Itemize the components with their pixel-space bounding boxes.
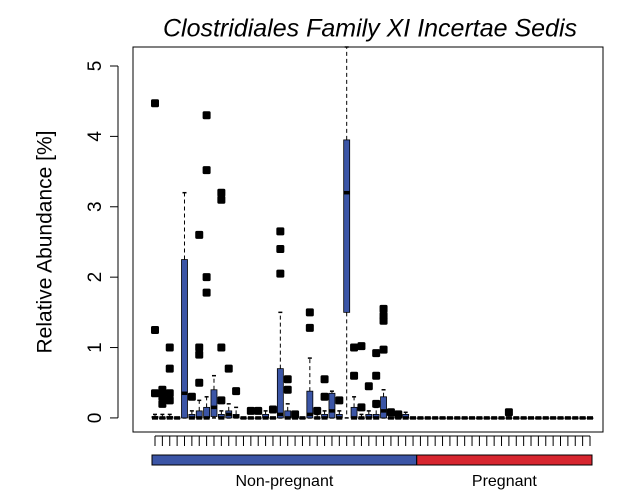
box (276, 368, 284, 419)
outlier (372, 371, 381, 380)
outlier (217, 188, 226, 197)
outlier (165, 389, 174, 398)
outlier (151, 325, 159, 334)
outlier (379, 316, 388, 325)
outlier (283, 385, 292, 394)
outlier (151, 389, 159, 398)
outlier (364, 382, 373, 391)
outlier (165, 396, 174, 405)
y-tick-label: 0 (85, 413, 106, 424)
y-tick-label: 4 (85, 131, 106, 142)
outlier (350, 371, 359, 380)
outlier (379, 304, 388, 313)
y-tick-label: 1 (85, 342, 106, 353)
outlier (165, 343, 174, 352)
outlier (394, 410, 403, 419)
outlier (276, 227, 285, 236)
outlier (335, 396, 344, 405)
outlier (195, 343, 204, 352)
outlier (217, 343, 226, 352)
outlier (195, 350, 204, 359)
outlier (195, 378, 204, 387)
box (380, 396, 387, 419)
outlier (187, 392, 196, 401)
outlier (232, 387, 241, 396)
y-tick-label: 3 (85, 201, 106, 212)
outlier (276, 245, 285, 254)
outlier (320, 392, 329, 401)
box (181, 259, 188, 419)
outlier (504, 408, 513, 417)
outlier (246, 406, 255, 415)
outlier (158, 399, 167, 408)
y-axis-label: Relative Abundance [%] (34, 131, 57, 354)
outlier (291, 410, 300, 419)
outlier (224, 364, 233, 373)
y-tick-label: 2 (85, 272, 106, 283)
group-label: Pregnant (472, 473, 537, 490)
outlier (372, 349, 381, 358)
box (328, 392, 336, 419)
outlier (202, 273, 211, 282)
y-tick-label: 5 (85, 61, 106, 72)
outlier (268, 405, 277, 414)
outlier (350, 343, 359, 352)
outlier (379, 345, 388, 354)
outlier (386, 408, 395, 417)
outlier (357, 342, 366, 351)
outlier (357, 403, 366, 412)
outlier (276, 269, 285, 278)
outlier (305, 323, 314, 332)
chart-title: Clostridiales Family XI Incertae Sedis (163, 15, 577, 43)
box (343, 139, 351, 313)
group-band (416, 454, 593, 466)
outlier (283, 375, 292, 384)
outlier (165, 364, 174, 373)
outlier (158, 385, 167, 394)
outlier (217, 195, 226, 204)
outlier (151, 99, 159, 108)
outlier (202, 111, 211, 120)
outlier (202, 166, 211, 175)
outlier (217, 396, 226, 405)
outlier (320, 375, 329, 384)
outlier (202, 288, 211, 297)
outlier (195, 230, 204, 239)
group-label: Non-pregnant (235, 473, 333, 490)
outlier (313, 406, 322, 415)
outlier (158, 392, 167, 401)
outlier (305, 308, 314, 317)
box (210, 389, 218, 417)
outlier (254, 406, 263, 415)
box (306, 390, 314, 419)
group-band (151, 454, 418, 466)
outlier (372, 399, 381, 408)
plot-frame (132, 46, 604, 433)
